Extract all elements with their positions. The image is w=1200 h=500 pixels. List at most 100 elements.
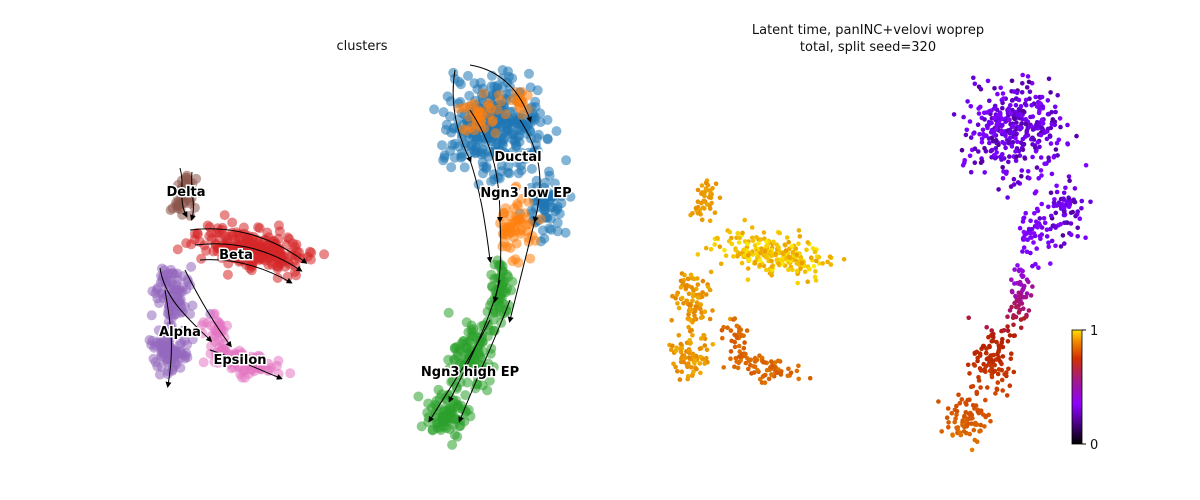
latent-time-point [691, 288, 696, 293]
latent-time-point [796, 228, 802, 233]
latent-time-point [722, 248, 727, 253]
latent-time-point [1012, 116, 1017, 122]
latent-time-point [967, 119, 973, 124]
latent-time-point [954, 412, 959, 418]
latent-time-point [1001, 328, 1007, 333]
latent-time-point [1021, 316, 1027, 321]
latent-time-point [977, 131, 982, 137]
latent-time-point [1010, 289, 1015, 295]
cluster-label: Beta [219, 248, 253, 263]
cluster-point [460, 390, 471, 401]
latent-time-point [1032, 190, 1038, 196]
latent-time-point [1013, 149, 1018, 154]
latent-time-point [971, 75, 976, 81]
cluster-point [544, 166, 554, 177]
latent-time-point [690, 353, 696, 359]
cluster-point [297, 253, 308, 264]
latent-time-point [774, 370, 780, 376]
latent-time-point [1028, 235, 1033, 240]
latent-time-point [963, 132, 969, 138]
cluster-point [218, 239, 229, 250]
latent-time-point [1063, 185, 1068, 191]
cluster-point [484, 375, 495, 386]
latent-time-point [774, 257, 779, 263]
latent-time-point [736, 240, 742, 245]
latent-time-point [1049, 213, 1054, 219]
latent-time-point [1020, 273, 1026, 279]
latent-time-point [1021, 306, 1026, 312]
latent-time-point [1062, 220, 1067, 226]
colorbar-tick-label-min: 0 [1090, 438, 1098, 453]
latent-time-point [764, 367, 770, 373]
latent-time-point [1001, 96, 1006, 101]
cluster-point [512, 157, 522, 168]
latent-time-point [692, 358, 698, 363]
latent-time-point [1008, 130, 1013, 135]
latent-time-point [754, 358, 759, 363]
latent-time-point [816, 254, 822, 260]
latent-time-point [747, 257, 752, 263]
latent-time-point [768, 364, 774, 370]
cluster-point [526, 163, 537, 174]
latent-time-point [995, 371, 1001, 377]
latent-time-point [994, 150, 999, 155]
cluster-point [485, 103, 496, 114]
latent-time-point [1074, 133, 1079, 139]
latent-time-point [699, 294, 705, 300]
latent-time-point [1000, 105, 1005, 111]
cluster-point [489, 259, 500, 270]
latent-time-point [950, 433, 955, 438]
velocity-streamline [507, 119, 541, 323]
latent-time-point [976, 378, 982, 383]
latent-time-point [732, 364, 737, 370]
cluster-point [458, 336, 469, 347]
latent-time-point [1038, 236, 1043, 242]
latent-time-point [756, 240, 761, 246]
latent-time-point [1018, 325, 1024, 331]
latent-time-point [690, 211, 695, 216]
latent-time-point [1020, 219, 1026, 224]
cluster-point [179, 325, 190, 336]
latent-time-point [749, 371, 754, 376]
latent-time-point [998, 85, 1003, 91]
latent-time-point [813, 269, 818, 274]
cluster-point [497, 82, 508, 93]
latent-time-point [1008, 184, 1014, 189]
latent-time-point [771, 239, 776, 245]
latent-time-point [1021, 245, 1027, 250]
cluster-point [446, 376, 457, 387]
latent-time-point [977, 429, 982, 434]
latent-time-scatter-points [667, 72, 1093, 453]
latent-time-point [799, 260, 805, 266]
latent-time-point [764, 239, 769, 244]
latent-time-point [699, 183, 705, 188]
latent-time-point [769, 258, 774, 264]
latent-time-point [1054, 140, 1060, 146]
latent-time-point [1015, 263, 1020, 268]
latent-time-point [794, 268, 800, 274]
latent-time-point [1015, 180, 1021, 185]
latent-time-point [735, 231, 741, 236]
latent-time-point [968, 104, 974, 109]
latent-time-point [1000, 336, 1005, 342]
latent-time-point [703, 180, 709, 186]
latent-time-point [740, 230, 745, 236]
cluster-point [305, 254, 316, 265]
cluster-point [503, 161, 514, 172]
latent-time-point [1068, 232, 1074, 237]
latent-time-point [972, 160, 978, 165]
cluster-point [535, 214, 546, 225]
cluster-point [450, 138, 460, 149]
cluster-point [539, 182, 550, 193]
latent-time-point [1023, 210, 1028, 216]
cluster-point [272, 273, 283, 283]
latent-time-point [805, 279, 810, 285]
latent-time-point [1030, 127, 1036, 132]
latent-time-point [1036, 110, 1042, 116]
cluster-point [455, 79, 466, 90]
latent-time-point [685, 376, 690, 382]
latent-time-point [988, 418, 993, 424]
latent-time-point [1053, 147, 1059, 152]
latent-time-point [698, 370, 703, 376]
latent-time-point [757, 262, 763, 268]
